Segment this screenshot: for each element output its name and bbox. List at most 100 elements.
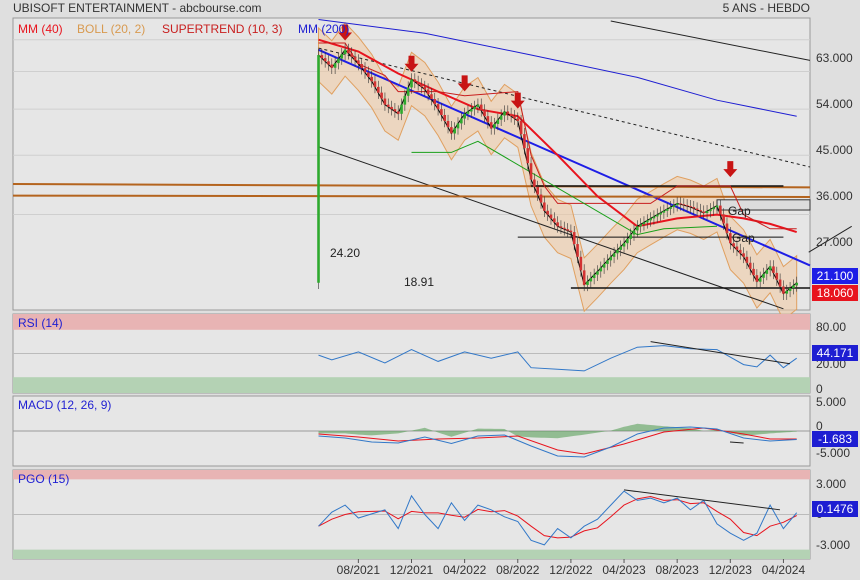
x-tick-label: 12/2022 (549, 563, 593, 577)
lower-channel-line (318, 146, 784, 310)
candle-body (469, 109, 473, 112)
candle-body (543, 202, 546, 211)
macd-tick-5: 5.000 (816, 395, 846, 409)
candle-body (337, 58, 340, 64)
x-tick-label: 08/2021 (337, 563, 381, 577)
legend-ma200: MM (200) (298, 22, 349, 36)
candle-body (410, 79, 413, 88)
candle-body (360, 64, 363, 69)
pgo-overbought-band (13, 470, 810, 480)
pgo-trendline (623, 489, 781, 511)
candle-body (712, 207, 715, 210)
candle-body (768, 266, 772, 271)
candle-body (685, 205, 689, 207)
candle-body (632, 230, 636, 235)
dashed-trendline (318, 47, 811, 168)
macd-value-badge (812, 431, 858, 447)
candle-body (420, 84, 423, 87)
candle-body (612, 253, 616, 257)
ma200-line (318, 19, 797, 117)
candle-body (772, 266, 775, 273)
candle-body (748, 262, 752, 269)
candle-body (715, 205, 719, 208)
x-tick-label: 08/2023 (655, 563, 699, 577)
x-tick-label: 08/2022 (496, 563, 540, 577)
candle-body (662, 210, 666, 213)
candle-body (380, 92, 383, 99)
pgo-value: 0.1476 (817, 502, 854, 516)
candle-body (655, 214, 659, 217)
candle-body (579, 256, 583, 271)
rsi-layer (13, 314, 810, 393)
candle-body (347, 49, 350, 54)
sell-arrow-1 (404, 55, 419, 72)
candle-body (383, 98, 387, 105)
candle-body (526, 148, 530, 164)
gap-label-lower: Gap (732, 231, 755, 245)
candle-body (695, 208, 699, 211)
candle-body (483, 110, 486, 117)
candle-body (416, 81, 420, 85)
y-tick-36: 36.000 (816, 189, 853, 203)
period-label: 5 ANS - HEBDO (723, 1, 810, 15)
macd-layer (13, 423, 810, 458)
x-axis: 08/2021 12/2021 04/2022 08/2022 12/2022 04/20… (337, 559, 805, 577)
candle-body (486, 116, 490, 123)
candle-body (503, 111, 506, 116)
candle-body (556, 222, 559, 227)
candle-body (327, 61, 330, 65)
candle-body (506, 111, 510, 114)
y-tick-45: 45.000 (816, 143, 853, 157)
candle-body (549, 214, 553, 219)
candle-body (499, 115, 503, 120)
x-tick-label: 04/2023 (602, 563, 646, 577)
candle-body (496, 119, 500, 125)
candle-body (675, 203, 679, 206)
candle-body (466, 111, 470, 114)
candle-body (562, 227, 566, 230)
candle-body (476, 104, 480, 107)
candle-body (513, 116, 516, 119)
upper-channel-line (610, 20, 811, 61)
sell-arrow-3 (510, 92, 525, 109)
candle-body (725, 223, 729, 234)
candle-body (659, 212, 662, 215)
candle-body (729, 233, 732, 244)
candle-body (489, 122, 493, 129)
rsi-value-badge (812, 345, 858, 361)
pgo-tick-3: 3.000 (816, 477, 846, 491)
candle-body (602, 263, 606, 268)
candle-body (460, 118, 463, 124)
candle-body (559, 226, 563, 228)
legend-ma40: MM (40) (18, 22, 63, 36)
pgo-value-badge (812, 501, 858, 517)
candle-body (619, 246, 623, 250)
y-tick-54: 54.000 (816, 97, 853, 111)
pgo-line (318, 490, 798, 546)
candle-body (665, 208, 669, 211)
candle-body (745, 256, 749, 263)
bollinger-band (318, 22, 798, 321)
legend-supertrend: SUPERTREND (10, 3) (162, 22, 282, 36)
candle-body (682, 204, 686, 206)
candle-body (440, 109, 443, 115)
candle-body (529, 163, 533, 180)
rsi-tick-0: 0 (816, 382, 823, 396)
candle-body (333, 63, 337, 68)
resistance-level-upper (12, 183, 811, 189)
candle-body (622, 243, 626, 247)
candle-body (705, 211, 709, 214)
candle-body (463, 113, 466, 119)
pgo-title: PGO (15) (18, 472, 69, 486)
candle-body (606, 260, 609, 264)
annotation-24-20: 24.20 (330, 246, 360, 260)
rsi-tick-80: 80.00 (816, 320, 846, 334)
ma40-line (318, 38, 797, 234)
candle-body (735, 246, 739, 250)
candle-body (785, 290, 789, 294)
supertrend-red (318, 42, 797, 230)
rsi-oversold-band (13, 377, 810, 393)
candle-body (396, 111, 400, 114)
candle-body (403, 95, 407, 105)
